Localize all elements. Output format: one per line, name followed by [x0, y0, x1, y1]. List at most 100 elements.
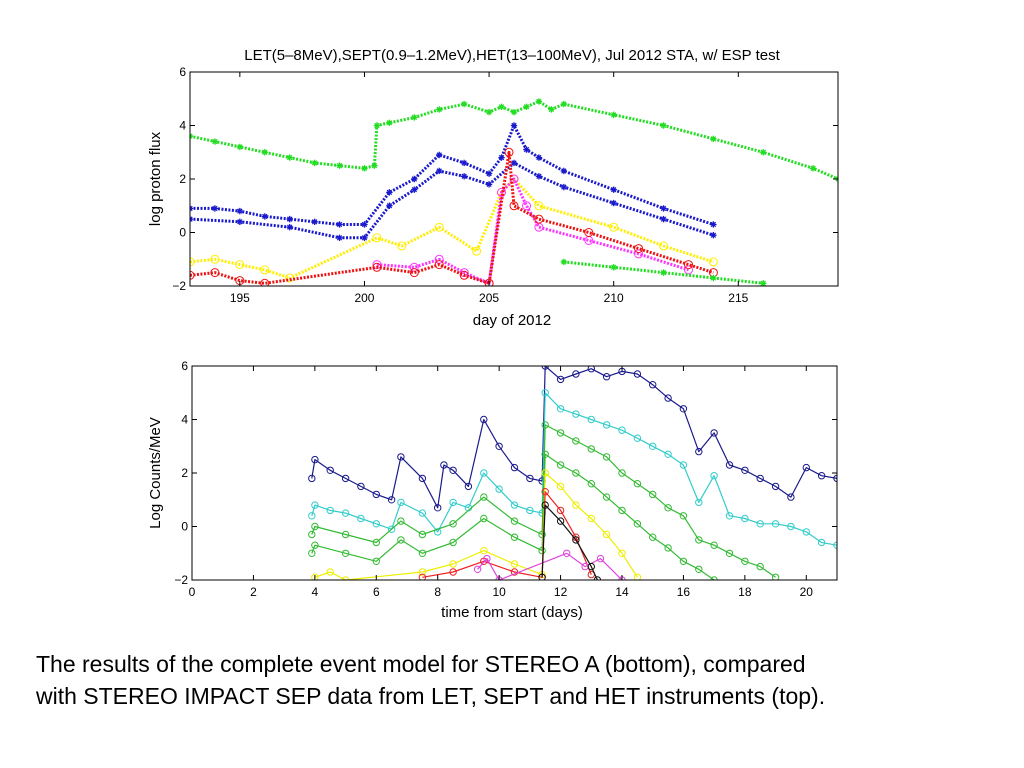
caption-line-2: with STEREO IMPACT SEP data from LET, SE…	[36, 683, 826, 709]
chart-bottom-series-1-point-5	[372, 520, 380, 528]
chart-bottom-series-0-point-26	[664, 394, 672, 402]
chart-top-series-1-point-16	[535, 154, 543, 161]
chart-top-series-3-line	[190, 177, 714, 280]
chart-bottom-series-3-point-17	[649, 533, 657, 541]
chart-bottom-series-2-line	[311, 424, 776, 578]
chart-top-series-5-line	[190, 150, 714, 285]
chart-bottom-xlabel: time from start (days)	[441, 604, 583, 621]
chart-bottom-series-6-point-3	[563, 549, 571, 557]
chart-top-series-4-point-11	[684, 265, 693, 275]
chart-top-series-0-point-3	[261, 149, 268, 156]
chart-top-series-0-point-12	[436, 106, 443, 113]
chart-bottom-series-2-point-6	[449, 520, 457, 528]
chart-bottom-series-0-point-10	[440, 461, 448, 469]
chart-bottom-series-0-point-35	[802, 463, 810, 472]
chart-bottom-xtick-label-6: 12	[554, 585, 568, 599]
chart-bottom-series-1-point-8	[418, 509, 427, 517]
chart-bottom-series-4-point-13	[618, 549, 626, 557]
chart-top-series-5-point-14	[684, 260, 693, 270]
chart-bottom-series-1-point-27	[695, 498, 703, 507]
chart-bottom-series-5-point-3	[510, 568, 519, 576]
chart-bottom-series-2-point-15	[618, 469, 626, 477]
chart-bottom-series-0-point-16	[526, 474, 534, 483]
chart-bottom-xtick-label-3: 6	[373, 585, 380, 599]
chart-bottom-xtick-label-1: 2	[250, 585, 257, 599]
chart-top-series-2-point-15	[710, 231, 717, 239]
chart-bottom-series-2-point-21	[710, 541, 718, 549]
chart-top-series-6-point-3	[710, 274, 717, 282]
chart-bottom-series-2-point-24	[756, 562, 764, 571]
chart-top-series-3-point-0	[190, 257, 195, 267]
chart-top-series-5-point-12	[584, 228, 594, 237]
chart-top-series-1-point-15	[523, 146, 530, 153]
chart-bottom-series-0-point-12	[464, 482, 473, 491]
chart-bottom-series-3-point-18	[664, 544, 672, 552]
chart-bottom-series-1-point-18	[556, 405, 565, 413]
chart-bottom-series-6-point-0	[473, 565, 482, 573]
chart-top-series-0-point-2	[236, 143, 244, 151]
chart-bottom-series-2-point-8	[510, 517, 519, 525]
chart-bottom-series-0-point-1	[311, 455, 319, 464]
chart-top-series-0-line	[190, 99, 838, 181]
chart-top-xtick-label-2: 205	[479, 291, 499, 305]
chart-bottom-series-7-point-1	[541, 501, 549, 509]
chart-top-series-2-point-5	[386, 202, 393, 209]
chart-top-series-0-point-10	[386, 119, 393, 127]
chart-bottom-series-3-point-14	[602, 493, 611, 501]
chart-bottom-series-2-point-19	[679, 512, 688, 520]
chart-top-series-0-point-22	[660, 122, 667, 129]
chart-bottom-series-0-point-36	[817, 472, 826, 480]
chart-bottom-series-7-point-3	[572, 536, 580, 544]
chart-top-series-1-point-18	[610, 186, 617, 193]
chart-bottom-ytick-label-3: 4	[181, 413, 188, 427]
chart-bottom-series-7-line	[541, 504, 598, 580]
chart-bottom-series-6-point-5	[596, 554, 605, 563]
chart-bottom-series-7-point-0	[538, 573, 546, 580]
chart-bottom-series-1-point-26	[679, 461, 688, 469]
chart-bottom-series-4-point-9	[556, 482, 565, 491]
caption-line-1: The results of the complete event model …	[36, 651, 806, 677]
chart-bottom-series-1-point-2	[326, 506, 334, 515]
chart-bottom-series-1-point-7	[397, 498, 405, 507]
chart-top-series-2-point-2	[286, 223, 293, 231]
chart-bottom-series-3-point-5	[418, 549, 427, 557]
chart-top-series-1-point-13	[498, 154, 505, 161]
chart-bottom-xtick-label-4: 8	[434, 585, 441, 599]
chart-top-series-0-point-6	[336, 162, 343, 169]
chart-top-series-5-point-11	[534, 214, 544, 224]
chart-bottom-series-4-point-6	[510, 560, 519, 568]
chart-bottom-series-0-point-25	[649, 381, 657, 389]
chart-bottom-series-0-point-34	[787, 493, 795, 501]
chart-bottom-series-0-point-6	[387, 496, 396, 504]
chart-top-series-1-point-20	[710, 221, 717, 228]
chart-top-series-1-point-19	[660, 205, 667, 212]
figure-canvas: LET(5–8MeV),SEPT(0.9–1.2MeV),HET(13–100M…	[147, 47, 839, 621]
chart-top-series-1-point-5	[311, 218, 318, 225]
chart-bottom-series-5-point-6	[556, 506, 565, 515]
chart-bottom-xtick-label-2: 4	[312, 585, 319, 599]
chart-bottom-series-3-line	[311, 453, 715, 580]
chart-top-series-1-point-11	[460, 159, 468, 167]
chart-top-series-3-point-3	[260, 265, 270, 275]
chart-bottom-series-4-point-14	[633, 573, 642, 580]
chart-top-series-0-point-19	[548, 106, 555, 113]
chart-bottom-xtick-label-5: 10	[492, 585, 506, 599]
chart-top-marks	[190, 98, 838, 286]
chart-top-series-0-point-5	[311, 159, 318, 167]
chart-top-series-4-point-5	[497, 187, 506, 197]
chart-bottom-series-2-point-11	[556, 429, 565, 437]
chart-bottom-series-0-point-8	[418, 474, 427, 483]
chart-bottom-ylabel: Log Counts/MeV	[147, 417, 164, 529]
chart-bottom-marks	[308, 366, 837, 580]
chart-bottom-series-1-point-34	[802, 528, 810, 536]
chart-bottom-series-2-point-20	[695, 536, 703, 544]
chart-bottom-series-4-point-3	[418, 568, 427, 576]
chart-bottom-series-1-point-17	[541, 389, 549, 397]
chart-bottom-series-3-point-7	[480, 514, 488, 523]
chart-bottom-series-2-point-14	[602, 453, 611, 461]
chart-bottom-series-5-point-0	[418, 573, 427, 580]
chart-bottom-series-1-point-24	[649, 442, 657, 450]
chart-bottom-series-1-point-33	[787, 522, 795, 531]
chart-top-series-0-point-9	[373, 122, 381, 129]
chart-top-series-5-point-1	[210, 268, 220, 278]
